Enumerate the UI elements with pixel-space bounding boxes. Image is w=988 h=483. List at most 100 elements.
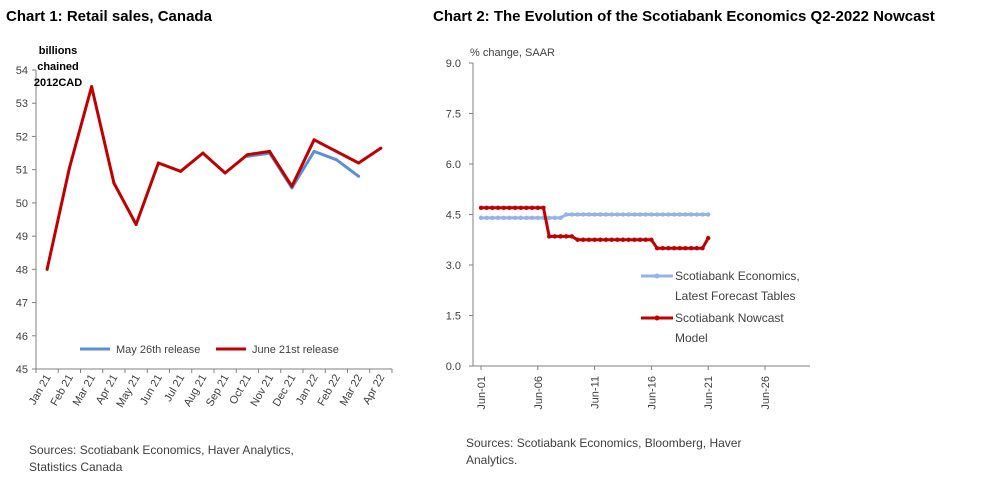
chart-2-series-2-marker bbox=[660, 245, 665, 251]
chart-2-x-tick-label: Jun-16 bbox=[646, 376, 658, 410]
chart-2-legend-label-1: Scotiabank Economics, bbox=[675, 269, 800, 283]
chart-1-series-1-point bbox=[357, 174, 361, 178]
chart-2-series-1-marker bbox=[688, 212, 694, 217]
chart-2-series-2-marker bbox=[609, 237, 614, 242]
chart-1-y-axis-label: billions bbox=[39, 45, 78, 57]
chart-1-series-2-point bbox=[312, 138, 316, 142]
chart-1-y-tick-label: 47 bbox=[16, 298, 28, 310]
chart-2-legend-label-2: Model bbox=[675, 331, 708, 345]
chart-2-series-1-marker bbox=[490, 215, 495, 221]
chart-2-series-2-marker bbox=[654, 245, 660, 251]
chart-2-source-line-2: Analytics. bbox=[466, 453, 518, 467]
chart-2-y-tick-label: 9.0 bbox=[446, 58, 461, 70]
chart-2-series-2-marker bbox=[490, 205, 495, 210]
chart-2-series-1-marker bbox=[626, 212, 631, 217]
chart-1-y-tick-label: 52 bbox=[16, 131, 28, 143]
chart-2-series-2-marker bbox=[649, 237, 654, 242]
chart-2-series-1-marker bbox=[654, 212, 660, 217]
chart-2-series-1-marker bbox=[700, 212, 705, 217]
chart-2-series-2-marker bbox=[524, 205, 529, 210]
chart-1-series-line-2 bbox=[45, 85, 382, 270]
chart-2-series-2-marker bbox=[700, 245, 705, 251]
chart-2-series-1-marker bbox=[512, 215, 518, 221]
chart-2-series-2-marker bbox=[541, 205, 546, 210]
chart-2-series-1-marker bbox=[552, 215, 558, 221]
chart-2-y-axis-label: % change, SAAR bbox=[470, 47, 555, 59]
chart-2-series-2-marker bbox=[501, 205, 506, 210]
chart-2-series-2-marker bbox=[694, 245, 700, 251]
chart-2-series-1-marker bbox=[569, 212, 575, 217]
chart-2-x-tick-label: Jun-26 bbox=[760, 376, 772, 410]
chart-2-series-1-marker bbox=[620, 212, 626, 217]
chart-2-series-2-marker bbox=[688, 245, 694, 251]
chart-2-x-tick-label: Jun-21 bbox=[703, 376, 715, 410]
chart-2-source: Sources: Scotiabank Economics, Bloomberg… bbox=[466, 435, 741, 469]
chart-2-series-2-marker bbox=[564, 234, 569, 239]
chart-1-title: Chart 1: Retail sales, Canada bbox=[6, 8, 212, 25]
chart-2-series-1-marker bbox=[609, 212, 614, 217]
chart-2-series-2-marker bbox=[615, 237, 620, 242]
chart-1-series-2-point bbox=[290, 184, 294, 188]
chart-2-series-1-marker bbox=[546, 215, 552, 221]
chart-2-series-1-marker bbox=[586, 212, 592, 217]
chart-2-series-2-marker bbox=[558, 234, 563, 239]
chart-2-x-tick-label: Jun-06 bbox=[533, 376, 545, 410]
chart-1-y-tick-label: 46 bbox=[16, 331, 28, 343]
chart-1-series-2-point bbox=[379, 146, 383, 150]
chart-1-legend-label-2: June 21st release bbox=[252, 344, 339, 356]
chart-2-series-2-marker bbox=[529, 205, 535, 210]
chart-2-series-2-marker bbox=[637, 237, 643, 242]
chart-1-series-2-point bbox=[90, 85, 94, 89]
chart-2-series-2-marker bbox=[569, 234, 575, 239]
chart-2-series-2-marker bbox=[518, 205, 523, 210]
chart-2-series-2-marker bbox=[706, 235, 711, 241]
chart-2-series-1-marker bbox=[535, 215, 540, 221]
chart-2-series-1-marker bbox=[683, 212, 688, 217]
chart-1-y-tick-label: 45 bbox=[16, 364, 28, 376]
chart-2-y-tick-label: 1.5 bbox=[446, 311, 461, 323]
chart-1-series-2-point bbox=[357, 161, 361, 165]
chart-2-series-1-marker bbox=[677, 212, 682, 217]
chart-2-series-2-marker bbox=[512, 205, 518, 210]
chart-1-series-2-point bbox=[268, 149, 272, 153]
chart-1-source-line-1: Sources: Scotiabank Economics, Haver Ana… bbox=[29, 443, 294, 457]
chart-2-panel: Chart 2: The Evolution of the Scotiabank… bbox=[430, 0, 988, 483]
chart-2-title: Chart 2: The Evolution of the Scotiabank… bbox=[433, 8, 935, 25]
chart-2-y-tick-label: 3.0 bbox=[446, 260, 461, 272]
chart-2-plot: 0.0 1.5 3.0 4.5 6.0 7.5 9.0 % change, SAAR Jun-0… bbox=[446, 47, 810, 410]
chart-2-legend-label-1: Latest Forecast Tables bbox=[675, 289, 796, 303]
chart-1-source: Sources: Scotiabank Economics, Haver Ana… bbox=[29, 442, 294, 476]
chart-2-series-1-marker bbox=[529, 215, 535, 221]
chart-2-series-2-marker bbox=[598, 237, 603, 242]
chart-2-series-1-marker bbox=[615, 212, 620, 217]
chart-1-x-tick-label: Jun 21 bbox=[138, 373, 165, 408]
chart-2-series-1-marker bbox=[671, 212, 677, 217]
chart-2-legend-label-2: Scotiabank Nowcast bbox=[675, 311, 784, 325]
chart-2-series-2-marker bbox=[683, 245, 688, 251]
chart-2-series-2-marker bbox=[592, 237, 597, 242]
chart-2-series-1-marker bbox=[649, 212, 654, 217]
chart-2-series-2-marker bbox=[507, 205, 512, 210]
chart-2-series-1-marker bbox=[694, 212, 700, 217]
chart-1-series-2-point bbox=[334, 149, 338, 153]
chart-1-series-2-point bbox=[245, 153, 249, 157]
chart-2-series-2-marker bbox=[586, 237, 592, 242]
chart-2-series-1-marker bbox=[558, 215, 563, 221]
chart-2-series-1-marker bbox=[564, 212, 569, 217]
chart-2-series-2-marker bbox=[677, 245, 682, 251]
chart-1-source-line-2: Statistics Canada bbox=[29, 460, 123, 474]
chart-2-series-1-marker bbox=[495, 215, 501, 221]
chart-2-y-tick-label: 0.0 bbox=[446, 361, 461, 373]
chart-2-series-2-marker bbox=[535, 205, 540, 210]
chart-2-y-tick-label: 6.0 bbox=[446, 159, 461, 171]
chart-2-series-2-marker bbox=[666, 245, 671, 251]
chart-1-series-2-point bbox=[112, 181, 116, 185]
chart-2-series-2-marker bbox=[620, 237, 626, 242]
chart-2-series-2-marker bbox=[552, 234, 558, 239]
chart-2-series-2-marker bbox=[643, 237, 648, 242]
chart-2-series-2-marker bbox=[495, 205, 501, 210]
chart-1-y-tick-label: 54 bbox=[16, 65, 28, 77]
chart-1-y-tick-label: 51 bbox=[16, 165, 28, 177]
chart-2-series-1-marker bbox=[518, 215, 523, 221]
chart-1-series-2-point bbox=[179, 169, 183, 173]
